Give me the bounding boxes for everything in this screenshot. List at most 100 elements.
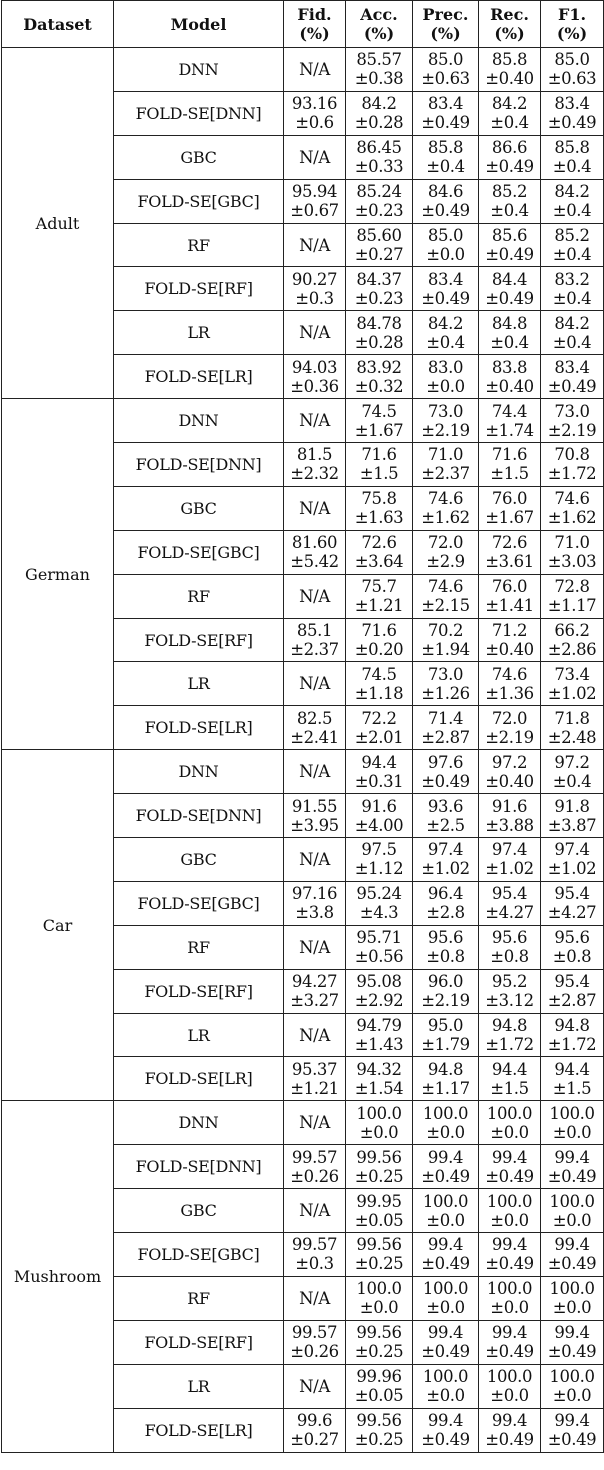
precision-cell: 99.4 ±0.49 xyxy=(412,1319,479,1365)
std-value: ±5.42 xyxy=(290,552,339,572)
mean-value: 81.60 xyxy=(291,533,338,553)
mean-value: 99.95 xyxy=(356,1191,402,1211)
mean-value: 86.45 xyxy=(356,138,402,158)
std-value: ±0.0 xyxy=(552,1298,592,1318)
std-value: ±2.9 xyxy=(426,552,465,572)
mean-value: 96.0 xyxy=(427,972,464,992)
dataset-cell: Mushroom xyxy=(1,1100,114,1453)
std-value: ±2.01 xyxy=(354,727,404,747)
mean-value: 83.92 xyxy=(356,357,402,377)
mean-value: 95.94 xyxy=(291,182,338,202)
mean-value: 71.8 xyxy=(554,708,590,728)
std-value: ±0.49 xyxy=(485,245,534,264)
table-row: RF N/A 95.71 ±0.56 95.6 ±0.8 95.6 ±0.8 95.6 ±0.8 xyxy=(2,924,604,970)
model-cell: LR xyxy=(113,1012,284,1058)
mean-value: 99.6 xyxy=(296,1411,333,1431)
recall-cell: 85.2 ±0.4 xyxy=(478,178,541,224)
std-value: ±2.8 xyxy=(426,903,465,923)
mean-value: 71.2 xyxy=(491,621,528,641)
std-value: ±0.0 xyxy=(426,1122,465,1142)
std-value: ±0.49 xyxy=(547,1342,597,1362)
std-value: ±0.8 xyxy=(426,947,465,967)
f1-cell: 95.4 ±2.87 xyxy=(540,968,604,1014)
std-value: ±0.25 xyxy=(354,1166,404,1186)
std-value: ±1.5 xyxy=(359,464,399,484)
model-cell: GBC xyxy=(113,485,284,531)
fidelity-cell: 99.57 ±0.26 xyxy=(283,1319,346,1365)
std-value: ±1.36 xyxy=(485,683,534,703)
table-row: FOLD-SE[GBC] 99.57 ±0.3 99.56 ±0.25 99.4 ±0.49… xyxy=(2,1232,604,1277)
mean-value: 99.4 xyxy=(491,1411,528,1431)
f1-cell: 94.8 ±1.72 xyxy=(540,1012,604,1058)
accuracy-cell: 95.71 ±0.56 xyxy=(345,924,413,970)
model-cell: FOLD-SE[GBC] xyxy=(113,880,284,926)
std-value: ±1.18 xyxy=(354,683,404,703)
mean-value: 93.16 xyxy=(291,94,338,114)
mean-value: 97.5 xyxy=(361,840,397,860)
std-value: ±1.5 xyxy=(490,464,529,484)
accuracy-cell: 85.57 ±0.38 xyxy=(345,47,413,92)
mean-value: 94.03 xyxy=(291,357,338,377)
mean-value: 94.8 xyxy=(427,1059,464,1079)
recall-cell: 97.2 ±0.40 xyxy=(478,749,541,795)
table-row: RF N/A 85.60 ±0.27 85.0 ±0.0 85.6 ±0.49 85.2 ±0.4 xyxy=(2,222,604,268)
accuracy-cell: 100.0 ±0.0 xyxy=(345,1275,413,1321)
f1-cell: 94.4 ±1.5 xyxy=(540,1056,604,1102)
recall-cell: 71.2 ±0.40 xyxy=(478,617,541,663)
table-row: FOLD-SE[LR] 82.5 ±2.41 72.2 ±2.01 71.4 ±2.87 72… xyxy=(2,705,604,751)
std-value: ±0.49 xyxy=(485,1430,534,1450)
mean-value: 74.6 xyxy=(554,489,590,509)
mean-value: 73.0 xyxy=(427,401,464,421)
f1-cell: 99.4 ±0.49 xyxy=(540,1407,604,1453)
model-cell: RF xyxy=(113,1275,284,1321)
mean-value: 82.5 xyxy=(296,708,333,728)
mean-value: 83.2 xyxy=(554,269,590,289)
fidelity-cell: 94.27 ±3.27 xyxy=(283,968,346,1014)
table-row: FOLD-SE[RF] 99.57 ±0.26 99.56 ±0.25 99.4 ±0.49… xyxy=(2,1319,604,1365)
mean-value: 99.4 xyxy=(554,1235,590,1255)
mean-value: 100.0 xyxy=(422,1103,469,1123)
accuracy-cell: 99.56 ±0.25 xyxy=(345,1144,413,1190)
std-value: ±3.64 xyxy=(354,552,404,572)
model-cell: LR xyxy=(113,661,284,707)
dataset-cell: German xyxy=(1,398,114,751)
mean-value: 94.79 xyxy=(356,1016,402,1036)
accuracy-cell: 83.92 ±0.32 xyxy=(345,354,413,400)
std-value: ±0.0 xyxy=(426,1210,465,1230)
mean-value: 99.57 xyxy=(291,1323,338,1343)
mean-value: 84.2 xyxy=(554,182,590,202)
std-value: ±2.15 xyxy=(421,596,470,616)
mean-value: 83.4 xyxy=(554,94,590,114)
std-value: ±0.40 xyxy=(485,69,534,89)
std-value: ±1.62 xyxy=(547,508,597,528)
model-cell: FOLD-SE[GBC] xyxy=(113,529,284,575)
recall-cell: 74.6 ±1.36 xyxy=(478,661,541,707)
recall-cell: 94.8 ±1.72 xyxy=(478,1012,541,1058)
mean-value: 93.6 xyxy=(427,796,464,816)
mean-value: 75.7 xyxy=(361,577,397,597)
std-value: ±2.92 xyxy=(354,991,404,1011)
std-value: ±1.79 xyxy=(421,1035,470,1055)
recall-cell: 71.6 ±1.5 xyxy=(478,442,541,487)
mean-value: 70.2 xyxy=(427,621,464,641)
std-value: ±0.32 xyxy=(354,376,404,396)
std-value: ±3.61 xyxy=(485,552,534,572)
model-cell: GBC xyxy=(113,1188,284,1234)
accuracy-cell: 94.32 ±1.54 xyxy=(345,1056,413,1102)
mean-value: 95.4 xyxy=(554,972,590,992)
std-value: ±0.49 xyxy=(421,113,470,133)
recall-cell: 85.6 ±0.49 xyxy=(478,222,541,268)
recall-cell: 76.0 ±1.67 xyxy=(478,485,541,531)
recall-cell: 83.8 ±0.40 xyxy=(478,354,541,400)
recall-cell: 76.0 ±1.41 xyxy=(478,573,541,619)
precision-cell: 99.4 ±0.49 xyxy=(412,1407,479,1453)
recall-cell: 74.4 ±1.74 xyxy=(478,398,541,444)
table-row: FOLD-SE[RF] 94.27 ±3.27 95.08 ±2.92 96.0 ±2.19… xyxy=(2,968,604,1014)
table-row: LR N/A 99.96 ±0.05 100.0 ±0.0 100.0 ±0.0 100.0 ±0… xyxy=(2,1363,604,1409)
table-row: FOLD-SE[LR] 99.6 ±0.27 99.56 ±0.25 99.4 ±0.49 9… xyxy=(2,1407,604,1453)
header-unit: (%) xyxy=(494,24,525,43)
accuracy-cell: 95.08 ±2.92 xyxy=(345,968,413,1014)
fidelity-cell: N/A xyxy=(283,573,346,619)
recall-cell: 97.4 ±1.02 xyxy=(478,837,541,882)
header-dataset: Dataset xyxy=(1,0,114,48)
